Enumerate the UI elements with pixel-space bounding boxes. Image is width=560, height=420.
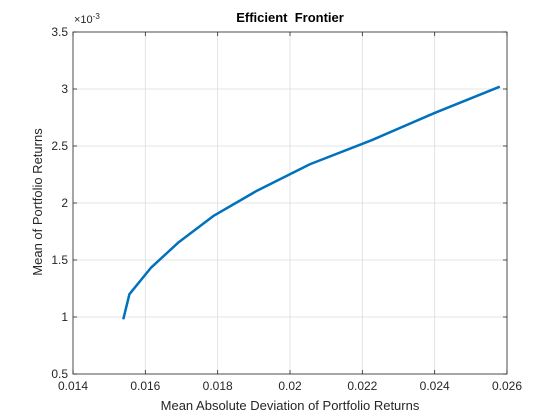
x-tick-label: 0.018 (203, 379, 233, 393)
y-tick-label: 2 (61, 196, 68, 210)
y-exponent-label: ×10-3 (74, 12, 100, 26)
y-axis-label: Mean of Portfolio Returns (30, 128, 45, 276)
series-layer (122, 85, 501, 320)
y-exponent-power: -3 (93, 12, 101, 21)
y-tick-label: 1.5 (51, 253, 68, 267)
x-tick-labels: 0.014 0.016 0.018 0.02 0.022 0.024 0.026 (58, 379, 522, 393)
y-tick-label: 0.5 (51, 367, 68, 381)
x-tick-label: 0.026 (492, 379, 522, 393)
x-axis-label: Mean Absolute Deviation of Portfolio Ret… (161, 398, 420, 413)
y-tick-label: 1 (61, 310, 68, 324)
y-exponent-base: ×10 (74, 14, 93, 26)
y-tick-label: 3.5 (51, 25, 68, 39)
series-line (122, 85, 501, 320)
x-tick-label: 0.02 (278, 379, 302, 393)
x-tick-label: 0.014 (58, 379, 88, 393)
y-tick-label: 3 (61, 82, 68, 96)
x-tick-label: 0.024 (420, 379, 450, 393)
chart-title: Efficient Frontier (236, 10, 344, 25)
x-tick-label: 0.022 (347, 379, 377, 393)
y-tick-label: 2.5 (51, 139, 68, 153)
y-tick-labels: 0.5 1 1.5 2 2.5 3 3.5 (51, 25, 68, 381)
ticks (72, 31, 508, 375)
x-tick-label: 0.016 (130, 379, 160, 393)
